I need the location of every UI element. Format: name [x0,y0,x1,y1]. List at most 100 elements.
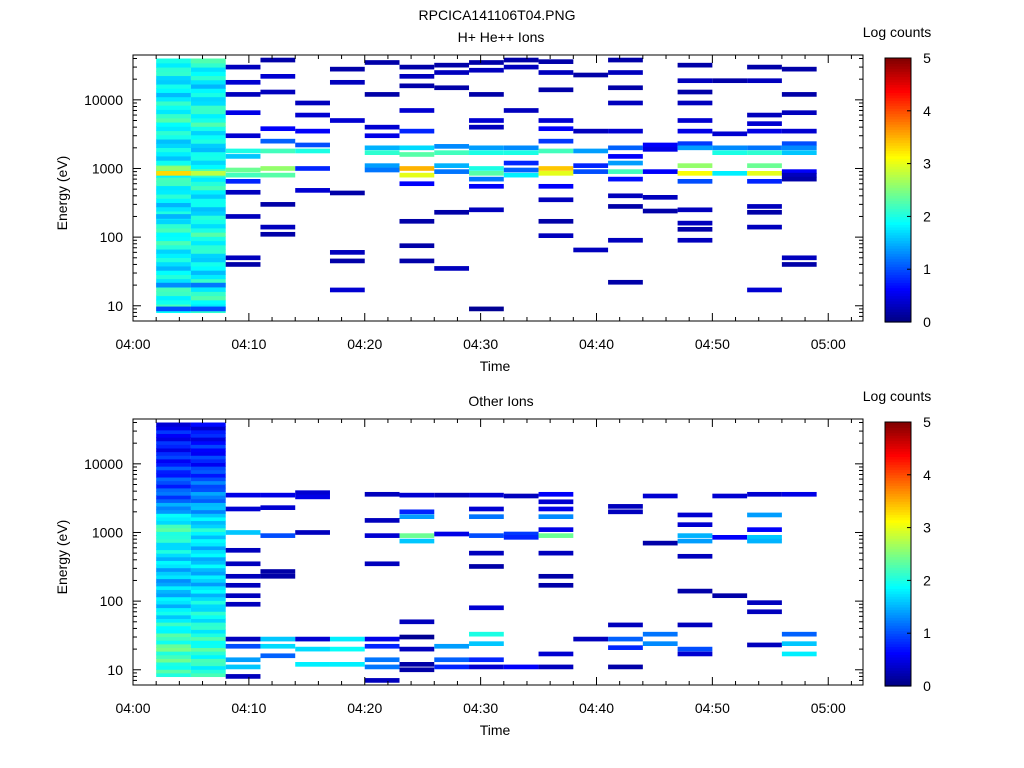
heatmap-cell [156,261,191,267]
heatmap-cell [538,183,574,189]
colorbar-swatch [885,514,911,518]
heatmap-cell [156,223,191,229]
heatmap-cell [434,266,470,271]
data-column [677,62,713,243]
colorbar-swatch [885,124,911,128]
heatmap-cell [781,262,817,267]
colorbar-swatch [885,253,911,257]
heatmap-cell [469,145,504,151]
heatmap-cell [608,645,643,650]
heatmap-cell [190,206,226,212]
heatmap-cell [503,531,539,537]
data-column [677,512,713,657]
heatmap-cell [642,493,678,499]
colorbar-swatch [885,314,911,318]
y-tick-label: 10000 [84,456,123,472]
heatmap-cell [260,573,296,579]
heatmap-cell [747,600,782,605]
colorbar-swatch [885,139,911,144]
heatmap-cell [190,117,226,123]
heatmap-cell [260,126,296,132]
heatmap-cell [190,240,226,246]
heatmap-cell [608,622,643,628]
colorbar-swatch [885,153,911,157]
heatmap-cell [677,226,713,232]
colorbar-swatch [885,76,911,80]
colorbar-swatch [885,295,911,299]
colorbar-swatch [885,68,911,72]
heatmap-cell [190,640,226,645]
heatmap-cell [608,169,643,174]
colorbar-swatch [885,290,911,294]
panel-title: H+ He++ Ions [458,29,545,45]
heatmap-cell [156,295,191,301]
heatmap-cell [747,170,782,176]
colorbar-swatch [885,63,911,67]
heatmap-cell [156,491,191,496]
heatmap-cell [156,117,191,123]
heatmap-cell [260,148,296,154]
colorbar-swatch [885,308,911,313]
axes-frame [132,54,864,322]
heatmap-cell [747,112,782,118]
heatmap-cell [156,632,191,638]
heatmap-cell [469,533,504,538]
colorbar-swatch [885,263,911,268]
colorbar-swatch [885,240,911,244]
heatmap-cell [190,75,226,81]
heatmap-cell [156,466,191,471]
heatmap-cell [225,657,261,663]
heatmap-cell [156,622,191,627]
heatmap-cell [225,178,261,184]
colorbar-swatch [885,585,911,589]
heatmap-cell [260,73,296,79]
heatmap-cell [573,636,609,642]
heatmap-cell [608,504,643,509]
heatmap-cell [156,527,191,532]
heatmap-cell [156,614,191,619]
heatmap-cell [190,538,226,543]
heatmap-cell [503,167,539,173]
heatmap-cell [156,240,191,246]
colorbar-swatch [885,97,911,101]
heatmap-cell [225,582,261,588]
heatmap-cell [225,674,261,679]
heatmap-cell [190,291,226,297]
heatmap-cell [225,530,261,535]
heatmap-cell [156,198,191,203]
heatmap-cell [712,534,748,540]
heatmap-cell [747,534,782,540]
heatmap-cell [225,92,261,97]
heatmap-cell [156,476,191,482]
heatmap-cell [156,75,191,81]
colorbar-swatch [885,461,911,465]
heatmap-cell [434,144,470,149]
heatmap-cell [190,484,226,489]
heatmap-cell [399,128,435,134]
heatmap-cell [295,188,330,193]
heatmap-cell [608,100,643,106]
heatmap-cell [538,197,574,203]
colorbar-swatch [885,58,911,62]
heatmap-cell [156,138,191,144]
heatmap-cell [677,533,713,538]
colorbar-swatch [885,646,911,650]
heatmap-cell [190,257,226,263]
heatmap-cell [503,172,539,178]
heatmap-cell [781,176,817,182]
heatmap-cell [190,487,226,493]
heatmap-cell [225,601,261,607]
heatmap-cell [538,664,574,670]
colorbar-swatch [885,216,911,220]
colorbar-swatch [885,211,911,215]
y-tick-label: 10 [107,662,123,678]
heatmap-cell [329,646,365,652]
heatmap-cell [677,178,713,184]
heatmap-cell [677,118,713,123]
heatmap-cell [399,108,435,113]
data-column [747,64,782,293]
heatmap-cell [190,622,226,627]
data-column [538,491,574,670]
heatmap-cell [608,509,643,515]
